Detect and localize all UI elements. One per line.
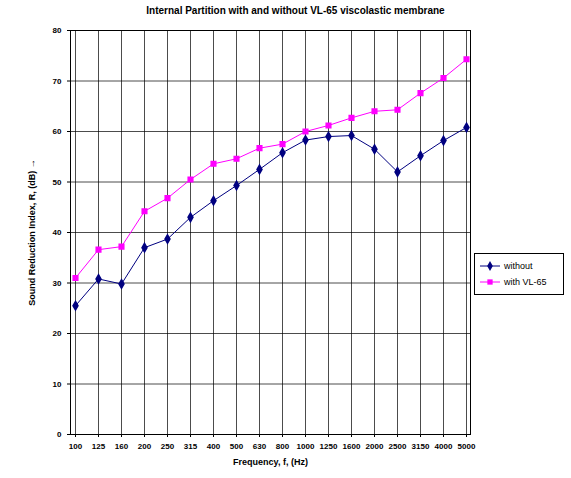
svg-text:20: 20 (53, 329, 62, 338)
html-text:with VL-65: with VL-65 (504, 277, 547, 287)
svg-text:Frequency, f, (Hz): Frequency, f, (Hz) (233, 457, 308, 467)
svg-text:0: 0 (57, 430, 62, 439)
svg-text:70: 70 (53, 77, 62, 86)
svg-text:5000: 5000 (458, 442, 476, 451)
svg-text:60: 60 (53, 127, 62, 136)
svg-text:80: 80 (53, 26, 62, 35)
svg-text:400: 400 (207, 442, 221, 451)
svg-text:1250: 1250 (320, 442, 338, 451)
svg-text:125: 125 (92, 442, 106, 451)
svg-text:500: 500 (230, 442, 244, 451)
svg-text:40: 40 (53, 228, 62, 237)
svg-text:2000: 2000 (366, 442, 384, 451)
svg-text:50: 50 (53, 178, 62, 187)
svg-text:250: 250 (161, 442, 175, 451)
svg-text:160: 160 (115, 442, 129, 451)
html-text:Internal Partition with and wi: Internal Partition with and without VL-6… (146, 5, 445, 16)
svg-text:630: 630 (253, 442, 267, 451)
svg-text:4000: 4000 (435, 442, 453, 451)
svg-text:315: 315 (184, 442, 198, 451)
svg-text:Sound Reduction Index, R, (dB): Sound Reduction Index, R, (dB) → (27, 159, 37, 306)
svg-text:1600: 1600 (343, 442, 361, 451)
svg-text:800: 800 (276, 442, 290, 451)
html-text:without: without (504, 261, 533, 271)
svg-text:30: 30 (53, 279, 62, 288)
svg-text:3150: 3150 (412, 442, 430, 451)
svg-text:1000: 1000 (297, 442, 315, 451)
svg-text:2500: 2500 (389, 442, 407, 451)
svg-text:100: 100 (69, 442, 83, 451)
svg-text:10: 10 (53, 380, 62, 389)
svg-text:200: 200 (138, 442, 152, 451)
